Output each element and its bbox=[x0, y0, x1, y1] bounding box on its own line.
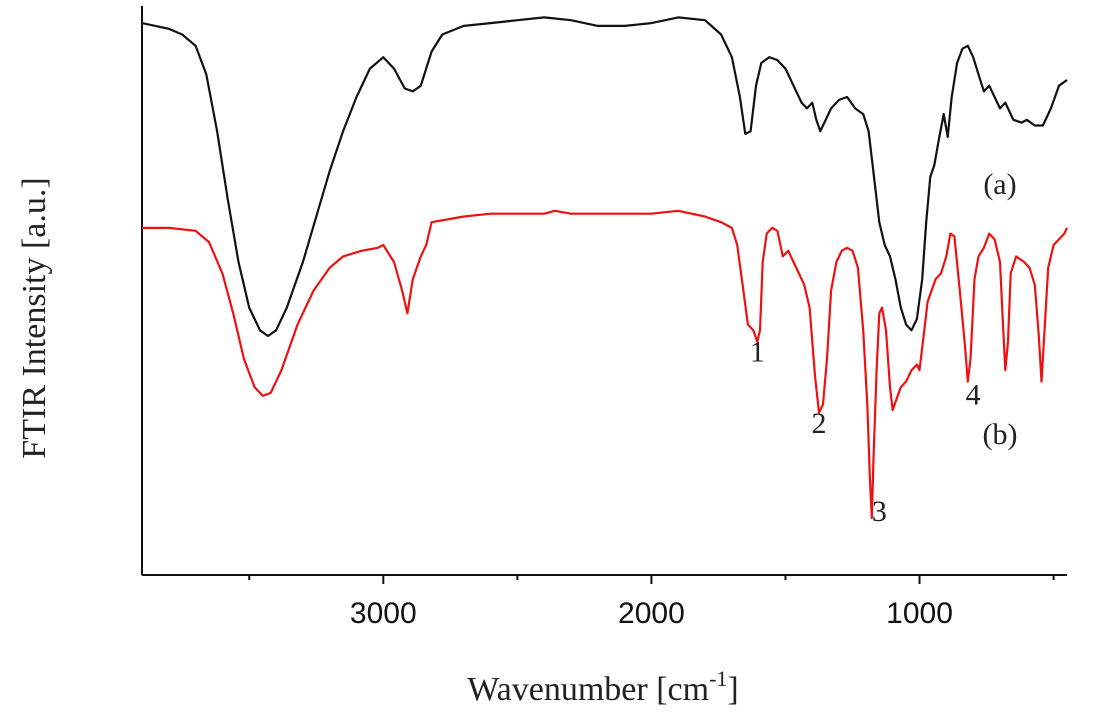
x-axis-label: Wavenumber [cm-1] bbox=[467, 666, 738, 708]
annotation-label: (b) bbox=[982, 418, 1017, 451]
annotation-label: 4 bbox=[966, 378, 981, 411]
axes bbox=[141, 6, 1067, 576]
series-line-a bbox=[141, 16, 1068, 338]
series-layer bbox=[141, 16, 1068, 520]
annotation-label: 1 bbox=[750, 336, 765, 369]
annotation-label: 2 bbox=[811, 407, 826, 440]
x-axis-label-close: ] bbox=[727, 671, 738, 708]
y-axis-label: FTIR Intensity [a.u.] bbox=[16, 177, 53, 458]
annotation-layer: (a) (b) 1 2 3 4 bbox=[750, 168, 1018, 528]
x-axis-label-superscript: -1 bbox=[709, 666, 727, 691]
tick-layer: 3000 2000 1000 bbox=[248, 575, 1055, 630]
x-tick-label: 2000 bbox=[618, 597, 685, 630]
annotation-label: 3 bbox=[872, 495, 887, 528]
series-line-b bbox=[142, 209, 1068, 520]
x-axis-label-main: Wavenumber [cm bbox=[467, 671, 709, 708]
annotation-label: (a) bbox=[983, 168, 1016, 201]
x-tick-label: 1000 bbox=[886, 597, 953, 630]
x-tick-label: 3000 bbox=[350, 597, 417, 630]
